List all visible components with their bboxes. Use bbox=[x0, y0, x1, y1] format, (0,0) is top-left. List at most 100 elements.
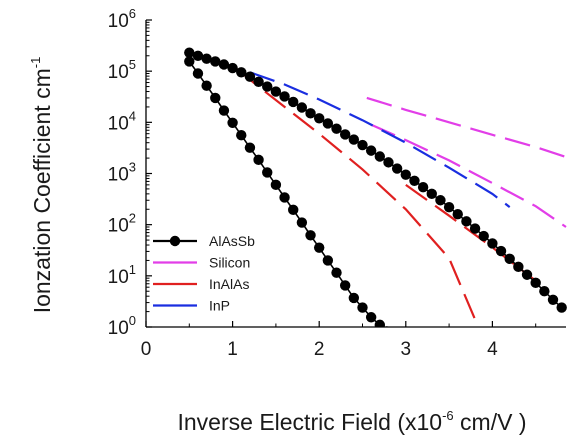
data-point-alassb bbox=[305, 108, 316, 119]
data-point-alassb bbox=[236, 130, 247, 141]
data-point-alassb bbox=[383, 157, 394, 168]
y-tick-label: 104 bbox=[108, 108, 136, 134]
x-tick-group: 0 1 2 3 4 bbox=[141, 321, 537, 360]
data-point-alassb bbox=[279, 192, 290, 203]
data-point-alassb bbox=[417, 181, 429, 193]
legend-label-inp: InP bbox=[209, 298, 230, 314]
series-line-inp bbox=[249, 71, 511, 208]
data-point-alassb bbox=[452, 209, 463, 220]
data-point-alassb bbox=[218, 105, 230, 116]
series-line-inalas bbox=[236, 68, 477, 320]
series-line-silicon bbox=[370, 123, 567, 228]
y-tick-group: 100 101 102 103 104 105 106 bbox=[108, 6, 152, 339]
data-point-alassb bbox=[210, 56, 221, 67]
data-point-alassb bbox=[192, 68, 204, 79]
series-layer bbox=[184, 47, 567, 327]
data-point-alassb bbox=[383, 326, 390, 327]
y-tick-label: 106 bbox=[108, 6, 136, 32]
data-point-alassb bbox=[296, 102, 308, 113]
data-point-alassb bbox=[521, 269, 533, 280]
y-axis-title-main: Ionzation Coefficient cm bbox=[29, 68, 55, 313]
data-point-alassb bbox=[400, 169, 411, 180]
data-point-alassb bbox=[227, 62, 238, 74]
data-point-alassb bbox=[305, 230, 316, 241]
legend-label-alassb: AlAsSb bbox=[209, 233, 255, 249]
data-point-alassb bbox=[469, 223, 481, 234]
data-point-alassb bbox=[374, 319, 386, 327]
data-point-alassb bbox=[530, 277, 541, 289]
data-point-alassb bbox=[253, 154, 264, 166]
data-point-alassb bbox=[539, 286, 550, 297]
data-point-alassb bbox=[409, 175, 420, 186]
legend: AlAsSb Silicon InAlAs InP bbox=[153, 233, 255, 314]
x-tick-label: 3 bbox=[401, 339, 412, 360]
data-point-alassb bbox=[262, 81, 273, 92]
data-point-alassb bbox=[322, 118, 334, 129]
data-point-alassb bbox=[478, 230, 489, 242]
data-point-alassb bbox=[270, 86, 282, 97]
data-point-alassb bbox=[253, 76, 264, 87]
legend-label-inalas: InAlAs bbox=[209, 276, 249, 292]
data-point-alassb bbox=[313, 242, 325, 253]
data-point-alassb bbox=[461, 216, 472, 227]
data-point-alassb bbox=[331, 267, 342, 278]
x-tick-label: 0 bbox=[141, 339, 152, 360]
data-point-alassb bbox=[504, 253, 515, 265]
data-point-alassb bbox=[547, 294, 559, 306]
data-point-alassb bbox=[339, 129, 351, 140]
data-point-alassb bbox=[244, 142, 256, 153]
y-tick-label: 103 bbox=[108, 160, 136, 186]
data-point-alassb bbox=[513, 261, 524, 273]
series-line-silicon bbox=[366, 96, 567, 159]
data-point-alassb bbox=[443, 201, 455, 213]
data-point-alassb bbox=[288, 96, 299, 108]
data-point-alassb bbox=[487, 238, 498, 249]
data-point-alassb bbox=[495, 245, 507, 257]
data-point-alassb bbox=[270, 179, 282, 191]
data-point-alassb bbox=[348, 134, 360, 145]
data-point-alassb bbox=[218, 59, 230, 70]
data-point-alassb bbox=[357, 139, 368, 151]
data-point-alassb bbox=[313, 113, 325, 124]
data-point-alassb bbox=[322, 255, 334, 266]
data-point-alassb bbox=[357, 302, 368, 313]
data-point-alassb bbox=[556, 302, 567, 313]
data-point-alassb bbox=[184, 56, 195, 67]
series-line-inalas bbox=[405, 184, 537, 282]
x-tick-label: 4 bbox=[487, 339, 498, 360]
y-axis-title-exponent: -1 bbox=[28, 57, 43, 69]
y-axis-title: Ionzation Coefficient cm-1 bbox=[28, 57, 55, 314]
data-point-alassb bbox=[262, 167, 273, 178]
x-axis-title-unit: cm/V ) bbox=[454, 409, 527, 435]
data-point-alassb bbox=[391, 163, 403, 174]
x-tick-label: 1 bbox=[227, 339, 238, 360]
data-point-alassb bbox=[426, 188, 437, 200]
y-tick-label: 100 bbox=[108, 313, 136, 339]
y-tick-label: 102 bbox=[108, 211, 136, 237]
y-tick-label: 105 bbox=[108, 57, 136, 83]
data-point-alassb bbox=[374, 151, 386, 162]
y-tick-label: 101 bbox=[108, 262, 136, 288]
legend-label-silicon: Silicon bbox=[209, 255, 250, 271]
data-point-alassb bbox=[365, 312, 377, 323]
data-point-alassb bbox=[348, 292, 360, 304]
data-point-alassb bbox=[201, 80, 212, 91]
data-point-alassb bbox=[435, 195, 446, 206]
x-axis-title-main: Inverse Electric Field (x10 bbox=[178, 409, 443, 435]
legend-marker-alassb bbox=[169, 235, 181, 247]
data-point-alassb bbox=[236, 67, 247, 78]
data-point-alassb bbox=[288, 204, 299, 216]
data-point-alassb bbox=[331, 123, 342, 134]
data-point-alassb bbox=[339, 280, 351, 291]
data-point-alassb bbox=[296, 217, 308, 228]
data-point-alassb bbox=[184, 47, 195, 58]
x-axis-title-exponent: -6 bbox=[442, 408, 454, 423]
x-tick-label: 2 bbox=[314, 339, 325, 360]
data-point-alassb bbox=[244, 71, 256, 82]
data-point-alassb bbox=[192, 50, 204, 61]
data-point-alassb bbox=[210, 92, 221, 104]
data-point-alassb bbox=[365, 145, 377, 156]
data-point-alassb bbox=[227, 117, 238, 128]
data-point-alassb bbox=[201, 53, 212, 64]
